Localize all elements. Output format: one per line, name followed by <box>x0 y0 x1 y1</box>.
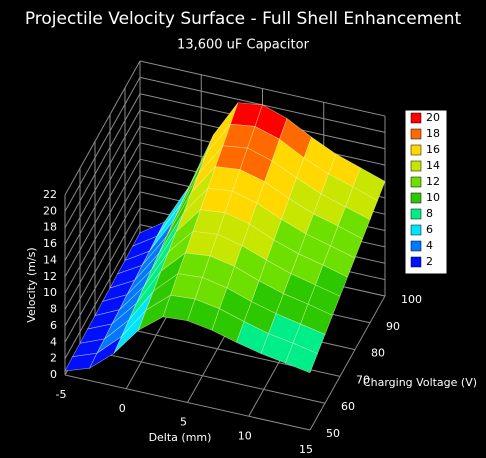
x-tick-label: 10 <box>238 429 252 442</box>
z-tick-label: 18 <box>43 221 57 234</box>
x-tick-label: -5 <box>56 388 67 401</box>
grid-line <box>79 347 326 404</box>
grid-line <box>64 93 141 228</box>
z-tick-label: 2 <box>50 352 57 365</box>
legend-label: 12 <box>426 175 440 188</box>
legend-swatch <box>410 160 422 172</box>
x-tick-label: 5 <box>180 416 187 429</box>
legend-swatch <box>410 112 422 124</box>
legend-label: 2 <box>426 255 433 268</box>
legend-label: 8 <box>426 207 433 220</box>
y-tick-label: 90 <box>386 320 400 333</box>
legend-label: 16 <box>426 143 440 156</box>
grid-line <box>64 224 141 359</box>
legend-swatch <box>410 208 422 220</box>
z-tick-label: 6 <box>50 319 57 332</box>
y-tick-label: 50 <box>326 427 340 440</box>
legend-label: 6 <box>426 223 433 236</box>
x-tick-label: 15 <box>299 443 313 456</box>
grid-line <box>309 295 386 431</box>
surface-patch <box>285 342 318 374</box>
z-tick-label: 0 <box>50 368 57 381</box>
legend-label: 10 <box>426 191 440 204</box>
legend-label: 20 <box>426 111 440 124</box>
legend-swatch <box>410 256 422 268</box>
x-axis-title: Delta (mm) <box>149 431 212 444</box>
z-tick-label: 10 <box>43 286 57 299</box>
grid-line <box>64 142 141 278</box>
grid-line <box>64 208 141 343</box>
z-tick-label: 22 <box>43 188 57 201</box>
z-tick-label: 4 <box>50 335 57 348</box>
legend-swatch <box>410 192 422 204</box>
y-tick-label: 60 <box>341 400 355 413</box>
grid-line <box>64 77 141 212</box>
z-tick-label: 8 <box>50 303 57 316</box>
z-tick-label: 12 <box>43 270 57 283</box>
z-tick-label: 20 <box>43 204 57 217</box>
z-tick-label: 16 <box>43 237 57 250</box>
grid-line <box>64 191 141 327</box>
legend-swatch <box>410 144 422 156</box>
z-axis-title: Velocity (m/s) <box>25 247 38 322</box>
y-tick-label: 100 <box>401 293 422 306</box>
legend-label: 18 <box>426 127 440 140</box>
legend-swatch <box>410 240 422 252</box>
grid-line <box>64 374 311 431</box>
y-axis-title: Charging Voltage (V) <box>363 376 477 389</box>
chart-title: Projectile Velocity Surface - Full Shell… <box>25 9 462 29</box>
z-tick-label: 14 <box>43 253 57 266</box>
legend-swatch <box>410 176 422 188</box>
grid-line <box>64 175 141 310</box>
legend-label: 14 <box>426 159 440 172</box>
legend-swatch <box>410 224 422 236</box>
legend-label: 4 <box>426 239 433 252</box>
chart-subtitle: 13,600 uF Capacitor <box>177 38 310 53</box>
y-tick-label: 70 <box>356 373 370 386</box>
x-tick-label: 0 <box>119 402 126 415</box>
grid-line <box>64 126 141 261</box>
grid-line <box>64 109 141 245</box>
grid-line <box>64 158 141 294</box>
surface-patch <box>64 352 98 372</box>
grid-line <box>64 60 141 196</box>
legend-swatch <box>410 128 422 140</box>
y-tick-label: 80 <box>371 347 385 360</box>
